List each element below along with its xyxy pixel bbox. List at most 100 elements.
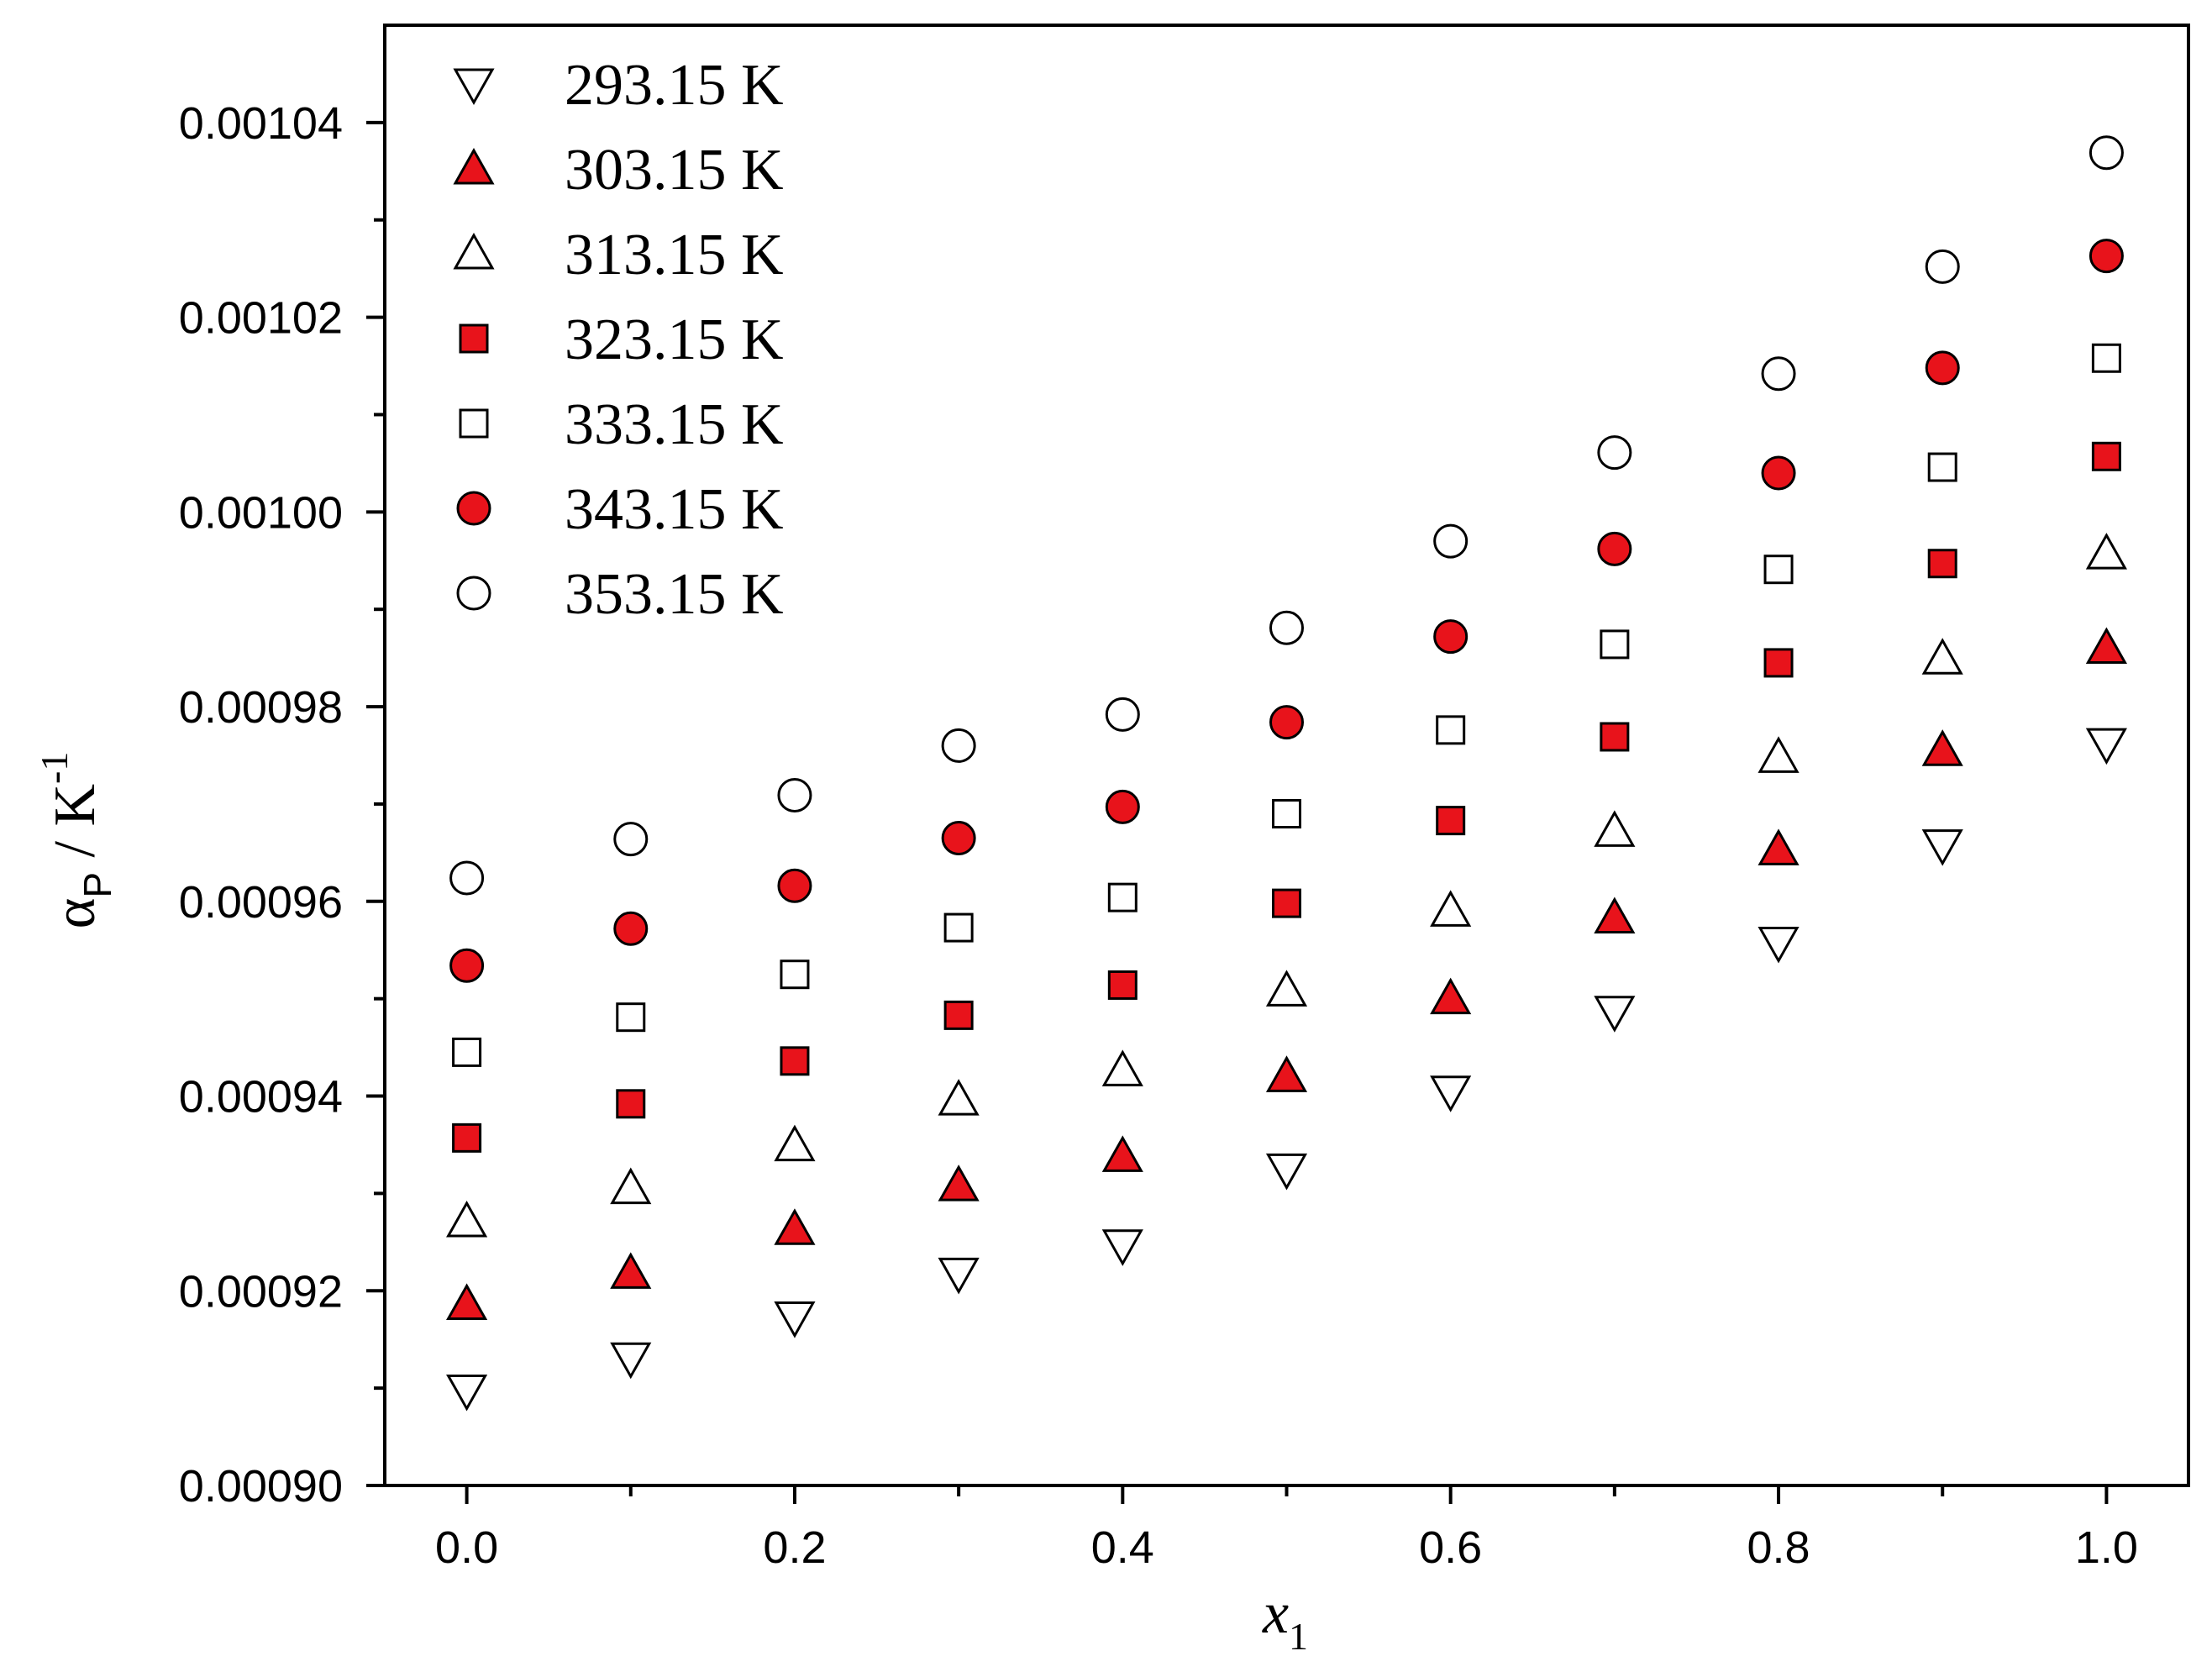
data-point bbox=[774, 1124, 816, 1162]
legend-label: 313.15 K bbox=[565, 223, 784, 287]
y-axis-title-symbol: α bbox=[43, 898, 108, 929]
data-point bbox=[1272, 799, 1301, 829]
data-point bbox=[1430, 977, 1472, 1015]
x-tick-label: 0.8 bbox=[1747, 1522, 1810, 1573]
data-point bbox=[1927, 452, 1957, 482]
data-point bbox=[446, 1283, 488, 1320]
legend-marker bbox=[456, 576, 491, 611]
y-tick-label: 0.00102 bbox=[179, 293, 343, 344]
data-point bbox=[1433, 523, 1469, 559]
data-point bbox=[1269, 610, 1304, 645]
legend-label: 303.15 K bbox=[565, 138, 784, 202]
data-point bbox=[1927, 549, 1957, 579]
x-tick-label: 0.2 bbox=[763, 1522, 826, 1573]
data-point bbox=[780, 1046, 810, 1076]
data-point bbox=[774, 1208, 816, 1245]
data-point bbox=[1269, 705, 1304, 740]
legend-entry: 333.15 K bbox=[459, 392, 784, 457]
data-point bbox=[616, 1002, 646, 1033]
data-point bbox=[1921, 829, 1963, 866]
series-343-15-K bbox=[449, 239, 2124, 983]
y-tick-label: 0.00100 bbox=[179, 487, 343, 538]
data-point bbox=[452, 1037, 482, 1067]
legend-label: 343.15 K bbox=[565, 477, 784, 542]
data-point bbox=[1105, 697, 1140, 732]
data-point bbox=[1265, 970, 1308, 1007]
series-323-15-K bbox=[452, 441, 2121, 1153]
y-axis-title-sup: -1 bbox=[33, 752, 76, 784]
series-293-15-K bbox=[446, 728, 2127, 1412]
data-point bbox=[774, 1301, 816, 1338]
data-point bbox=[1101, 1135, 1143, 1172]
legend-marker bbox=[459, 408, 489, 439]
legend: 293.15 K 303.15 K 313.15 K 323.15 K 333.15 K… bbox=[453, 53, 784, 627]
data-point bbox=[2085, 627, 2127, 665]
data-point bbox=[1594, 996, 1636, 1033]
legend-marker bbox=[459, 323, 489, 354]
legend-marker bbox=[456, 491, 491, 526]
data-point bbox=[449, 860, 485, 896]
data-point bbox=[938, 1257, 980, 1295]
series-333-15-K bbox=[452, 343, 2121, 1067]
data-point bbox=[449, 948, 485, 983]
data-point bbox=[2091, 441, 2121, 471]
series-303-15-K bbox=[446, 627, 2127, 1320]
data-point bbox=[1107, 970, 1138, 1000]
data-point bbox=[446, 1374, 488, 1412]
svg-text:αP / K-1: αP / K-1 bbox=[33, 752, 119, 929]
y-axis-title-sep: / bbox=[43, 840, 108, 857]
data-point bbox=[1265, 1153, 1308, 1191]
data-point bbox=[610, 1342, 652, 1380]
legend-entry: 343.15 K bbox=[456, 477, 784, 542]
legend-label: 293.15 K bbox=[565, 53, 784, 118]
data-point bbox=[1107, 882, 1138, 912]
data-point bbox=[777, 868, 812, 903]
data-point bbox=[1925, 350, 1960, 386]
y-axis-title-sub: P bbox=[76, 872, 119, 898]
x-tick-label: 1.0 bbox=[2075, 1522, 2138, 1573]
data-point bbox=[943, 1000, 974, 1030]
data-point bbox=[938, 1165, 980, 1201]
data-point bbox=[610, 1252, 652, 1289]
legend-marker bbox=[453, 68, 495, 106]
data-point bbox=[1761, 356, 1796, 392]
data-point bbox=[1433, 619, 1469, 655]
data-point bbox=[1600, 722, 1630, 752]
data-point bbox=[943, 912, 974, 943]
data-point bbox=[1921, 638, 1963, 675]
legend-label: 333.15 K bbox=[565, 392, 784, 457]
data-point bbox=[1436, 715, 1466, 745]
data-point bbox=[1430, 1075, 1472, 1112]
data-point bbox=[941, 820, 976, 855]
data-point bbox=[2089, 239, 2124, 274]
data-point bbox=[1272, 888, 1301, 918]
axis-ticks bbox=[366, 120, 2109, 1504]
x-axis-title: x1 bbox=[1262, 1581, 1308, 1658]
legend-entry: 323.15 K bbox=[459, 308, 784, 372]
data-point bbox=[2091, 343, 2121, 373]
data-point bbox=[1597, 531, 1632, 566]
data-point bbox=[2089, 135, 2124, 171]
data-point bbox=[1921, 729, 1963, 766]
data-point bbox=[1758, 926, 1800, 964]
x-tick-label: 0.0 bbox=[435, 1522, 498, 1573]
data-point bbox=[1758, 828, 1800, 865]
legend-entry: 353.15 K bbox=[456, 562, 784, 627]
legend-entry: 313.15 K bbox=[453, 223, 784, 287]
y-tick-label: 0.00094 bbox=[179, 1072, 343, 1123]
data-point bbox=[446, 1200, 488, 1238]
data-points bbox=[446, 135, 2127, 1412]
legend-entry: 293.15 K bbox=[453, 53, 784, 118]
data-point bbox=[1594, 810, 1636, 847]
y-tick-label: 0.00092 bbox=[179, 1266, 343, 1317]
y-tick-label: 0.00090 bbox=[179, 1461, 343, 1512]
data-point bbox=[616, 1089, 646, 1119]
data-point bbox=[1101, 1229, 1143, 1266]
legend-label: 323.15 K bbox=[565, 308, 784, 372]
legend-marker bbox=[453, 232, 495, 270]
data-point bbox=[1436, 806, 1466, 836]
data-point bbox=[938, 1079, 980, 1116]
y-tick-label: 0.00104 bbox=[179, 98, 343, 149]
axis-tick-labels: 0.0 0.2 0.4 0.6 0.8 1.0 0.00090 0.00092 0.00094 0… bbox=[179, 98, 2138, 1573]
